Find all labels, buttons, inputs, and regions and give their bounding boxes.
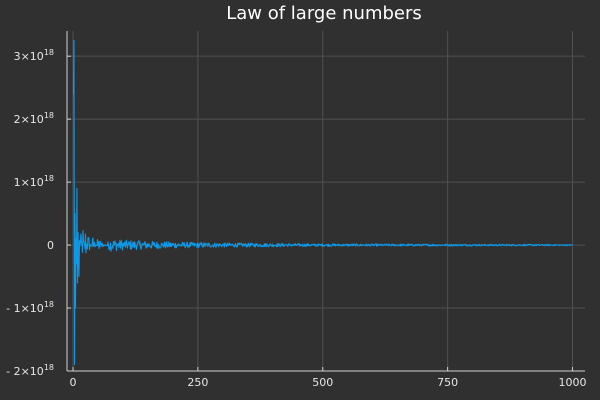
x-tick-label: 500 bbox=[312, 376, 333, 389]
x-tick-label: 1000 bbox=[559, 376, 587, 389]
x-tick-label: 250 bbox=[187, 376, 208, 389]
y-tick-label: - 1×1018 bbox=[6, 300, 54, 315]
x-tick-label: 0 bbox=[69, 376, 76, 389]
y-tick-exponent: 18 bbox=[44, 300, 54, 309]
series-layer bbox=[72, 39, 573, 366]
y-tick-label: 0 bbox=[47, 239, 54, 252]
y-tick-base: - 1×10 bbox=[6, 302, 44, 315]
y-tick-base: - 2×10 bbox=[6, 365, 44, 378]
y-tick-label: 2×1018 bbox=[14, 111, 54, 126]
y-tick-label: 3×1018 bbox=[14, 48, 54, 63]
series-line bbox=[72, 39, 573, 366]
axes bbox=[66, 31, 585, 372]
y-tick-base: 1×10 bbox=[14, 176, 44, 189]
y-tick-label: - 2×1018 bbox=[6, 363, 54, 378]
y-tick-exponent: 18 bbox=[44, 48, 54, 57]
chart-title: Law of large numbers bbox=[226, 3, 422, 24]
x-tick-label: 750 bbox=[437, 376, 458, 389]
y-tick-base: 2×10 bbox=[14, 113, 44, 126]
y-tick-exponent: 18 bbox=[44, 363, 54, 372]
y-tick-exponent: 18 bbox=[44, 111, 54, 120]
y-tick-exponent: 18 bbox=[44, 174, 54, 183]
tick-labels: 0 250 500 750 1000- 2×1018- 1×101801×10182×1… bbox=[6, 48, 586, 389]
y-tick-label: 1×1018 bbox=[14, 174, 54, 189]
y-tick-base: 0 bbox=[47, 239, 54, 252]
y-tick-base: 3×10 bbox=[14, 50, 44, 63]
